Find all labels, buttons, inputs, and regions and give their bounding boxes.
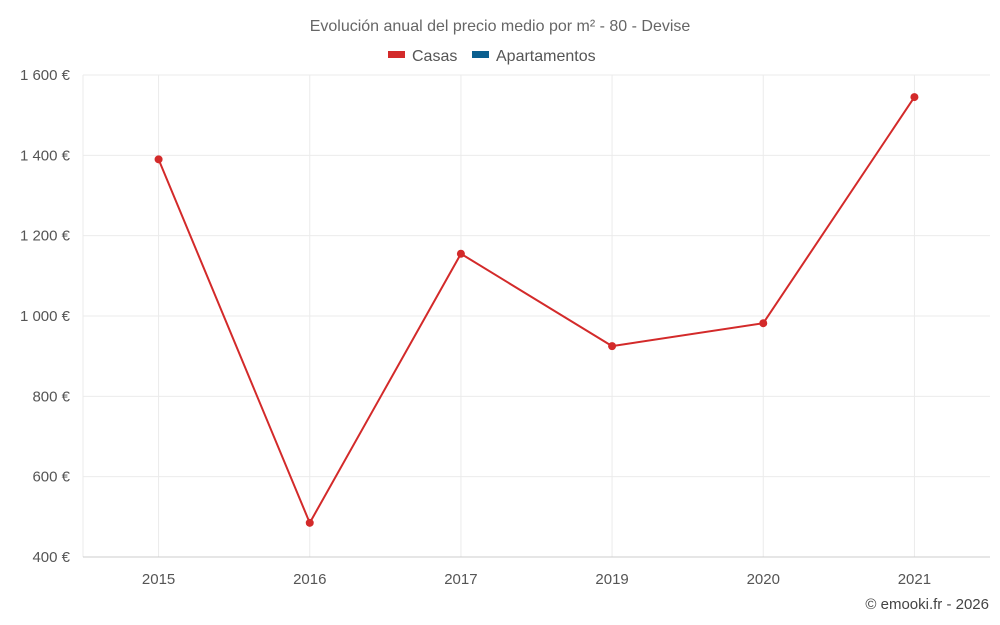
data-point[interactable]	[154, 155, 163, 164]
y-tick-label: 1 600 €	[20, 67, 71, 84]
grid	[82, 74, 990, 557]
x-tick-label: 2020	[747, 571, 780, 588]
y-tick-label: 400 €	[32, 549, 70, 566]
data-point[interactable]	[608, 342, 617, 351]
y-tick-label: 1 400 €	[20, 147, 71, 164]
legend: Casas Apartamentos	[388, 48, 596, 65]
series-line-casas	[157, 96, 916, 524]
credit-text: © emooki.fr - 2026	[865, 596, 989, 613]
data-point[interactable]	[910, 93, 919, 102]
x-tick-label: 2016	[293, 571, 326, 588]
legend-label-apartamentos[interactable]: Apartamentos	[496, 48, 596, 65]
legend-swatch-apartamentos	[472, 51, 489, 58]
legend-swatch-casas	[388, 51, 405, 58]
x-tick-label: 2015	[142, 571, 175, 588]
chart-title: Evolución anual del precio medio por m² …	[310, 18, 691, 35]
y-tick-label: 800 €	[32, 388, 70, 405]
axes: 400 € 600 € 800 € 1 000 € 1 200 € 1 400 € 1 60…	[20, 67, 990, 588]
x-tick-label: 2017	[444, 571, 477, 588]
legend-label-casas[interactable]: Casas	[412, 48, 457, 65]
series-layer	[154, 93, 919, 527]
y-tick-label: 1 000 €	[20, 308, 71, 325]
x-tick-label: 2021	[898, 571, 931, 588]
data-point[interactable]	[305, 518, 314, 527]
data-point[interactable]	[759, 319, 768, 328]
data-point[interactable]	[456, 249, 465, 258]
y-tick-label: 600 €	[32, 469, 70, 486]
x-tick-label: 2019	[595, 571, 628, 588]
y-tick-label: 1 200 €	[20, 228, 71, 245]
